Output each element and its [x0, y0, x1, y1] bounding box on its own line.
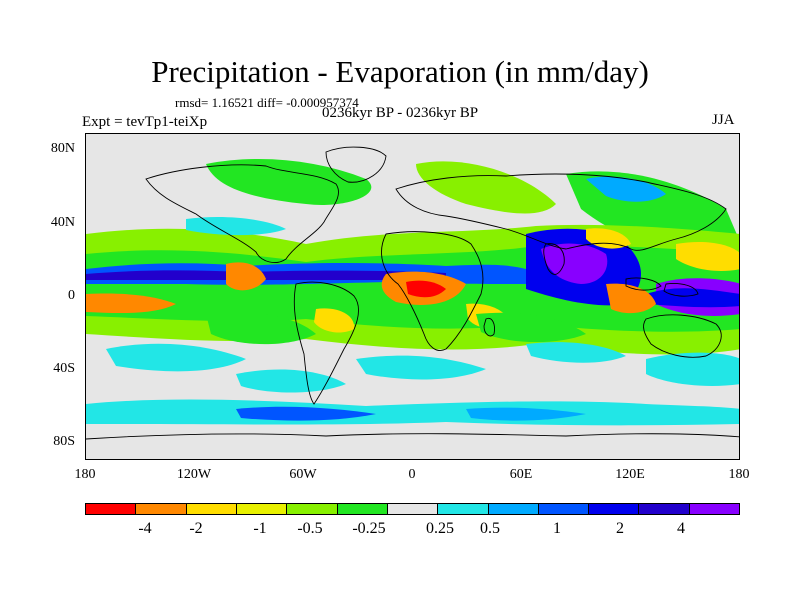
colorbar-swatch: [488, 504, 539, 514]
colorbar-swatch: [136, 504, 187, 514]
colorbar-swatch: [337, 504, 388, 514]
y-tick-label: 80S: [53, 434, 75, 449]
colorbar: [85, 503, 740, 515]
colorbar-label: -0.25: [352, 520, 386, 537]
pe-map: [85, 133, 740, 460]
colorbar-swatch: [387, 504, 439, 514]
coastlines: [86, 146, 739, 440]
x-tick-label: 120E: [615, 467, 645, 482]
colorbar-label: 0.25: [426, 520, 454, 537]
stats-label: rmsd= 1.16521 diff= -0.000957374: [175, 95, 359, 110]
x-tick-label: 180: [728, 467, 750, 482]
colorbar-swatch: [236, 504, 288, 514]
colorbar-label: 2: [616, 520, 624, 537]
colorbar-swatch: [287, 504, 338, 514]
colorbar-label: -0.5: [297, 520, 323, 537]
x-tick-label: 60W: [289, 467, 317, 482]
colorbar-label: -2: [189, 520, 203, 537]
period-label: 0236kyr BP - 0236kyr BP: [322, 105, 479, 121]
x-tick-label: 180: [74, 467, 96, 482]
colorbar-swatch: [186, 504, 237, 514]
chart-title: Precipitation - Evaporation (in mm/day): [151, 54, 649, 89]
y-tick-label: 80N: [50, 141, 75, 156]
y-tick-label: 40S: [53, 361, 75, 376]
colorbar-label: -1: [253, 520, 267, 537]
colorbar-swatch: [589, 504, 640, 514]
x-tick-label: 60E: [509, 467, 533, 482]
field-patches: [86, 159, 739, 426]
colorbar-swatch: [538, 504, 590, 514]
colorbar-swatch: [86, 504, 137, 514]
y-tick-label: 40N: [50, 215, 75, 230]
colorbar-label: 1: [553, 520, 561, 537]
colorbar-swatch: [639, 504, 690, 514]
colorbar-swatch: [438, 504, 489, 514]
colorbar-swatch: [689, 504, 740, 514]
y-tick-label: 0: [68, 288, 75, 303]
season-label: JJA: [712, 112, 735, 128]
colorbar-label: 0.5: [480, 520, 500, 537]
x-tick-label: 120W: [176, 467, 212, 482]
x-tick-label: 0: [408, 467, 416, 482]
colorbar-label: -4: [138, 520, 152, 537]
experiment-label: Expt = tevTp1-teiXp: [82, 114, 208, 130]
colorbar-label: 4: [677, 520, 685, 537]
